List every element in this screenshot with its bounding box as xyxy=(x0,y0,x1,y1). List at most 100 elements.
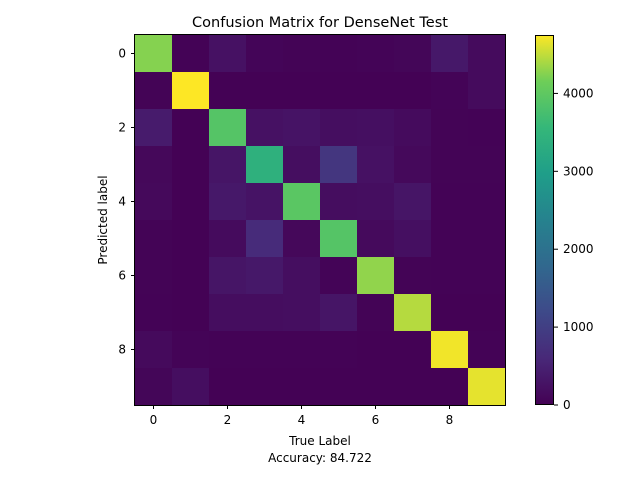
heatmap-cell-8-5 xyxy=(320,331,358,369)
heatmap-cell-1-6 xyxy=(357,72,395,110)
heatmap-cell-2-5 xyxy=(320,109,358,147)
heatmap-cell-8-7 xyxy=(394,331,432,369)
heatmap-cell-2-9 xyxy=(468,109,506,147)
heatmap-cell-6-7 xyxy=(394,257,432,295)
heatmap-cell-1-4 xyxy=(283,72,321,110)
heatmap-cell-9-0 xyxy=(135,368,173,406)
x-axis-ticks: 0 2 4 6 8 xyxy=(150,405,454,427)
heatmap-cell-3-4 xyxy=(283,146,321,184)
heatmap-cell-7-5 xyxy=(320,294,358,332)
chart-title: Confusion Matrix for DenseNet Test xyxy=(192,15,448,31)
heatmap-cell-6-1 xyxy=(172,257,210,295)
heatmap-cell-9-8 xyxy=(431,368,469,406)
accuracy-label: Accuracy: 84.722 xyxy=(268,451,372,465)
heatmap-cells xyxy=(135,35,506,406)
heatmap-cell-0-2 xyxy=(209,35,247,73)
heatmap-cell-0-7 xyxy=(394,35,432,73)
heatmap-cell-0-3 xyxy=(246,35,284,73)
heatmap-cell-7-1 xyxy=(172,294,210,332)
heatmap-cell-6-6 xyxy=(357,257,395,295)
heatmap-cell-7-4 xyxy=(283,294,321,332)
heatmap-cell-5-0 xyxy=(135,220,173,258)
heatmap-cell-4-5 xyxy=(320,183,358,221)
heatmap-cell-0-4 xyxy=(283,35,321,73)
heatmap-cell-9-4 xyxy=(283,368,321,406)
heatmap-cell-0-6 xyxy=(357,35,395,73)
heatmap-cell-8-8 xyxy=(431,331,469,369)
heatmap-cell-5-4 xyxy=(283,220,321,258)
heatmap-cell-9-7 xyxy=(394,368,432,406)
heatmap-cell-7-6 xyxy=(357,294,395,332)
heatmap-cell-3-2 xyxy=(209,146,247,184)
heatmap-cell-1-2 xyxy=(209,72,247,110)
heatmap-cell-3-3 xyxy=(246,146,284,184)
heatmap-cell-5-2 xyxy=(209,220,247,258)
heatmap-cell-2-8 xyxy=(431,109,469,147)
heatmap-cell-1-7 xyxy=(394,72,432,110)
heatmap-cell-8-6 xyxy=(357,331,395,369)
heatmap-cell-2-1 xyxy=(172,109,210,147)
heatmap-cell-2-2 xyxy=(209,109,247,147)
heatmap-cell-2-6 xyxy=(357,109,395,147)
plot-frame xyxy=(134,34,506,406)
heatmap-cell-6-3 xyxy=(246,257,284,295)
heatmap-cell-4-3 xyxy=(246,183,284,221)
x-tick-label: 6 xyxy=(372,413,380,427)
heatmap-cell-3-8 xyxy=(431,146,469,184)
heatmap-cell-1-3 xyxy=(246,72,284,110)
heatmap-cell-8-4 xyxy=(283,331,321,369)
heatmap-cell-8-0 xyxy=(135,331,173,369)
heatmap-cell-5-8 xyxy=(431,220,469,258)
x-axis-label: True Label xyxy=(288,434,351,448)
heatmap-cell-3-1 xyxy=(172,146,210,184)
heatmap-cell-9-3 xyxy=(246,368,284,406)
heatmap-cell-1-0 xyxy=(135,72,173,110)
heatmap-cell-9-9 xyxy=(468,368,506,406)
heatmap-cell-1-1 xyxy=(172,72,210,110)
heatmap-cell-1-8 xyxy=(431,72,469,110)
heatmap-cell-9-5 xyxy=(320,368,358,406)
x-tick-label: 8 xyxy=(446,413,454,427)
x-tick-label: 0 xyxy=(150,413,158,427)
heatmap-cell-0-0 xyxy=(135,35,173,73)
heatmap-cell-7-3 xyxy=(246,294,284,332)
colorbar-tick-label: 1000 xyxy=(563,320,594,334)
y-axis-ticks: 0 2 4 6 8 xyxy=(118,47,135,357)
heatmap-cell-4-1 xyxy=(172,183,210,221)
colorbar-ticks: 0 1000 2000 3000 4000 xyxy=(554,86,594,412)
heatmap-cell-9-1 xyxy=(172,368,210,406)
y-tick-label: 4 xyxy=(118,195,126,209)
heatmap-cell-2-7 xyxy=(394,109,432,147)
x-tick-label: 2 xyxy=(224,413,232,427)
colorbar-tick-label: 4000 xyxy=(563,86,594,100)
heatmap-cell-8-3 xyxy=(246,331,284,369)
heatmap-cell-1-9 xyxy=(468,72,506,110)
heatmap-cell-9-6 xyxy=(357,368,395,406)
heatmap-cell-6-5 xyxy=(320,257,358,295)
heatmap-cell-4-8 xyxy=(431,183,469,221)
heatmap-cell-3-7 xyxy=(394,146,432,184)
colorbar-tick-label: 3000 xyxy=(563,164,594,178)
heatmap-cell-5-6 xyxy=(357,220,395,258)
colorbar-tick-label: 0 xyxy=(563,398,571,412)
colorbar-tick-label: 2000 xyxy=(563,242,594,256)
heatmap-cell-4-6 xyxy=(357,183,395,221)
heatmap-cell-4-0 xyxy=(135,183,173,221)
heatmap-cell-8-2 xyxy=(209,331,247,369)
heatmap-cell-0-9 xyxy=(468,35,506,73)
heatmap-cell-7-0 xyxy=(135,294,173,332)
heatmap-cell-3-5 xyxy=(320,146,358,184)
heatmap-cell-5-1 xyxy=(172,220,210,258)
heatmap-cell-5-5 xyxy=(320,220,358,258)
heatmap-cell-7-9 xyxy=(468,294,506,332)
colorbar-frame xyxy=(535,35,554,405)
heatmap-cell-8-9 xyxy=(468,331,506,369)
heatmap-cell-2-4 xyxy=(283,109,321,147)
heatmap-cell-5-7 xyxy=(394,220,432,258)
heatmap-cell-6-2 xyxy=(209,257,247,295)
heatmap-cell-3-9 xyxy=(468,146,506,184)
x-tick-label: 4 xyxy=(298,413,306,427)
heatmap-cell-6-4 xyxy=(283,257,321,295)
y-axis-label: Predicted label xyxy=(96,175,110,264)
